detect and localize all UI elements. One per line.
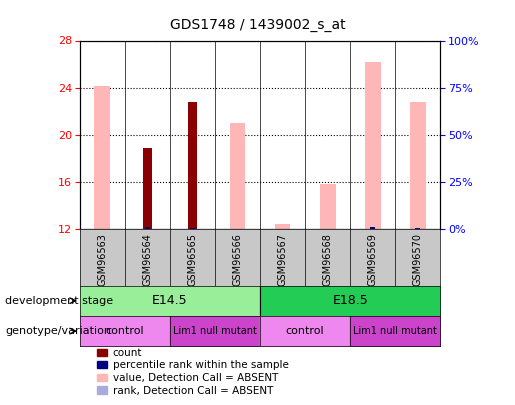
Text: control: control bbox=[106, 326, 144, 336]
Text: GSM96563: GSM96563 bbox=[97, 233, 107, 286]
Legend: count, percentile rank within the sample, value, Detection Call = ABSENT, rank, : count, percentile rank within the sample… bbox=[93, 344, 293, 400]
Bar bbox=[94, 86, 110, 229]
Bar bbox=[143, 147, 152, 229]
Text: Lim1 null mutant: Lim1 null mutant bbox=[353, 326, 437, 336]
Bar bbox=[190, 228, 195, 229]
Bar bbox=[274, 224, 290, 229]
Text: Lim1 null mutant: Lim1 null mutant bbox=[173, 326, 257, 336]
Text: development stage: development stage bbox=[5, 296, 113, 306]
Text: GSM96567: GSM96567 bbox=[278, 233, 287, 286]
Text: GDS1748 / 1439002_s_at: GDS1748 / 1439002_s_at bbox=[169, 18, 346, 32]
Bar bbox=[370, 227, 375, 229]
Bar bbox=[410, 102, 426, 229]
Bar bbox=[188, 102, 197, 229]
Text: GSM96566: GSM96566 bbox=[233, 233, 243, 286]
Text: genotype/variation: genotype/variation bbox=[5, 326, 111, 336]
Bar bbox=[230, 123, 246, 229]
Bar bbox=[320, 184, 336, 229]
Text: GSM96564: GSM96564 bbox=[143, 233, 152, 286]
Text: E14.5: E14.5 bbox=[152, 294, 188, 307]
Text: GSM96568: GSM96568 bbox=[323, 233, 333, 286]
Text: E18.5: E18.5 bbox=[332, 294, 368, 307]
Text: GSM96570: GSM96570 bbox=[413, 233, 423, 286]
Text: GSM96569: GSM96569 bbox=[368, 233, 377, 286]
Text: control: control bbox=[286, 326, 324, 336]
Bar bbox=[365, 62, 381, 229]
Bar bbox=[145, 227, 150, 229]
Bar bbox=[416, 228, 420, 229]
Text: GSM96565: GSM96565 bbox=[187, 233, 197, 286]
